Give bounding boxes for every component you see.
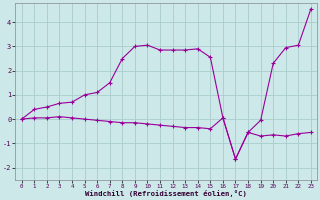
X-axis label: Windchill (Refroidissement éolien,°C): Windchill (Refroidissement éolien,°C): [85, 190, 247, 197]
